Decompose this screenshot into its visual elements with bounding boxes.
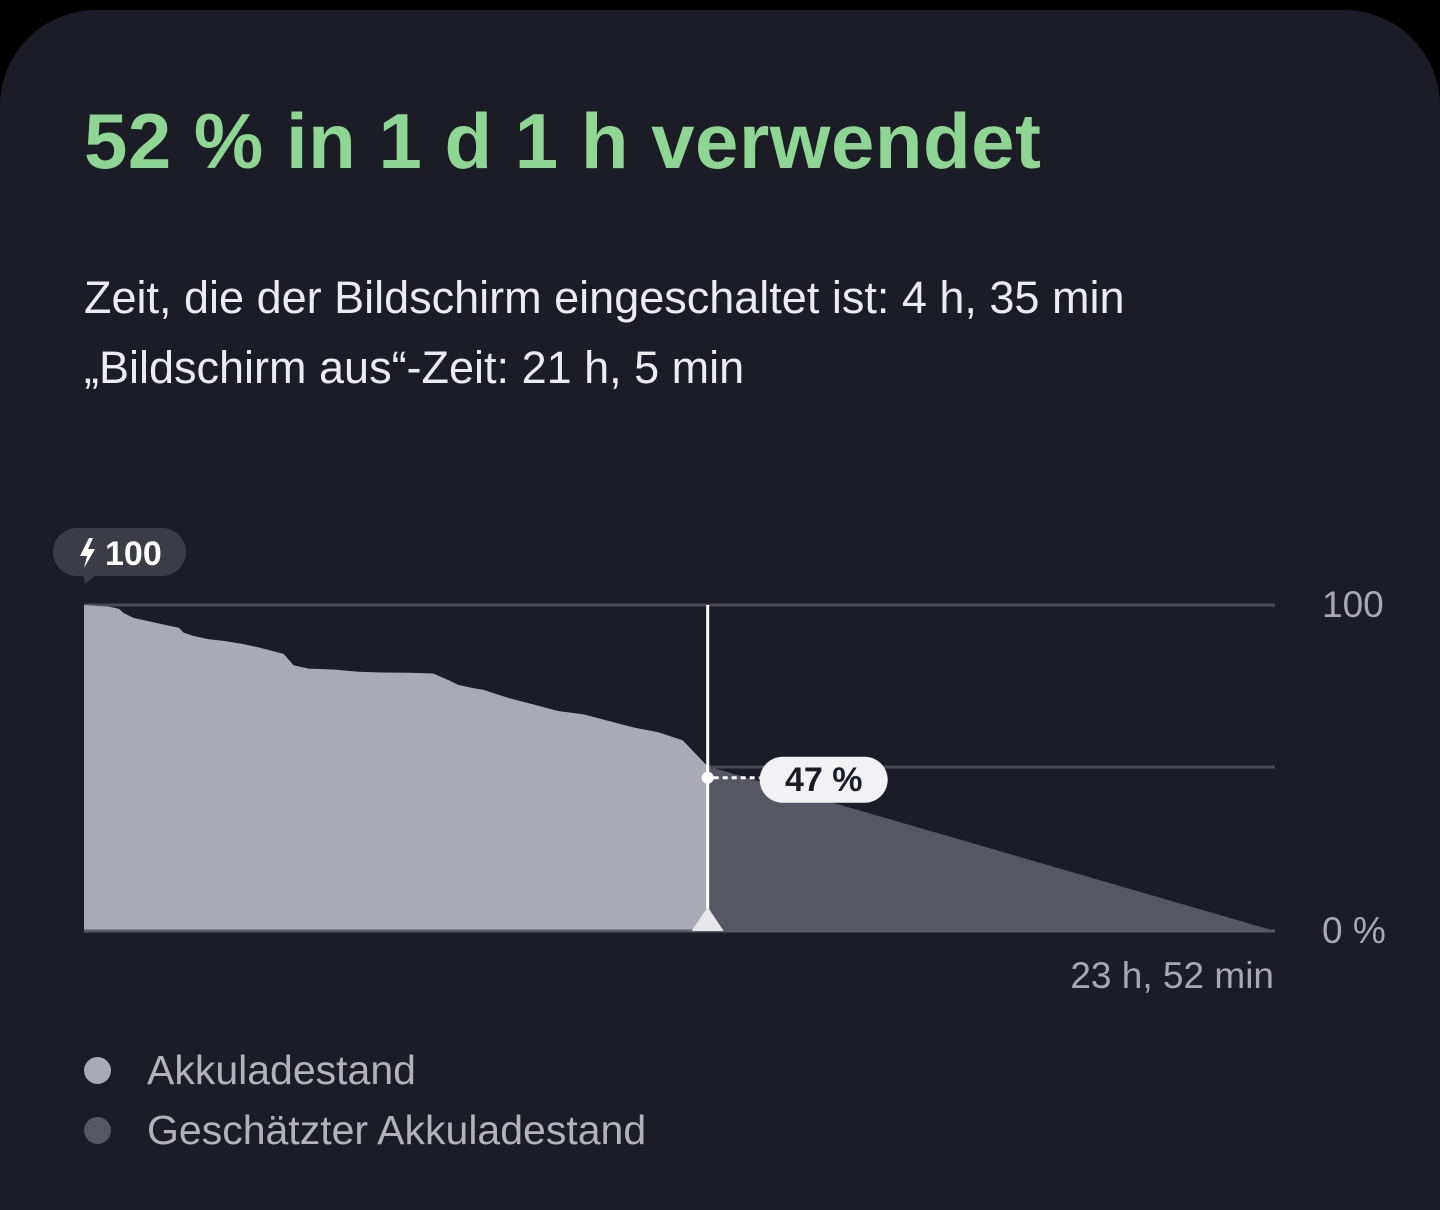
current-time-indicator[interactable]: 47 % xyxy=(691,605,888,931)
legend-item-battery-level: Akkuladestand xyxy=(84,1040,646,1100)
estimated-battery-area xyxy=(707,766,1275,931)
legend-label: Geschätzter Akkuladestand xyxy=(147,1106,647,1153)
current-time-handle[interactable] xyxy=(691,907,724,931)
legend-label: Akkuladestand xyxy=(147,1046,416,1093)
battery-chart[interactable]: 100 0 % 23 h, 52 min 100 47 % xyxy=(0,0,1440,1158)
current-level-point xyxy=(701,771,714,784)
charge-start-marker: 100 xyxy=(53,528,186,584)
current-level-label: 47 % xyxy=(785,761,863,799)
current-level-pill xyxy=(759,756,888,803)
legend-dot-icon xyxy=(84,1056,111,1084)
charge-start-label: 100 xyxy=(105,535,162,573)
battery-level-area xyxy=(84,605,708,931)
chart-legend: Akkuladestand Geschätzter Akkuladestand xyxy=(84,1040,646,1160)
x-tick-duration: 23 h, 52 min xyxy=(1070,955,1274,996)
y-tick-100: 100 xyxy=(1322,584,1384,625)
y-tick-0: 0 % xyxy=(1322,910,1386,951)
battery-usage-card xyxy=(0,10,1440,1210)
screen-off-time: „Bildschirm aus“-Zeit: 21 h, 5 min xyxy=(84,342,745,393)
legend-item-estimated-level: Geschätzter Akkuladestand xyxy=(84,1100,646,1160)
lightning-icon xyxy=(80,538,95,568)
screen-on-time: Zeit, die der Bildschirm eingeschaltet i… xyxy=(84,272,1125,323)
usage-headline: 52 % in 1 d 1 h verwendet xyxy=(84,97,1042,185)
legend-dot-icon xyxy=(84,1116,111,1144)
